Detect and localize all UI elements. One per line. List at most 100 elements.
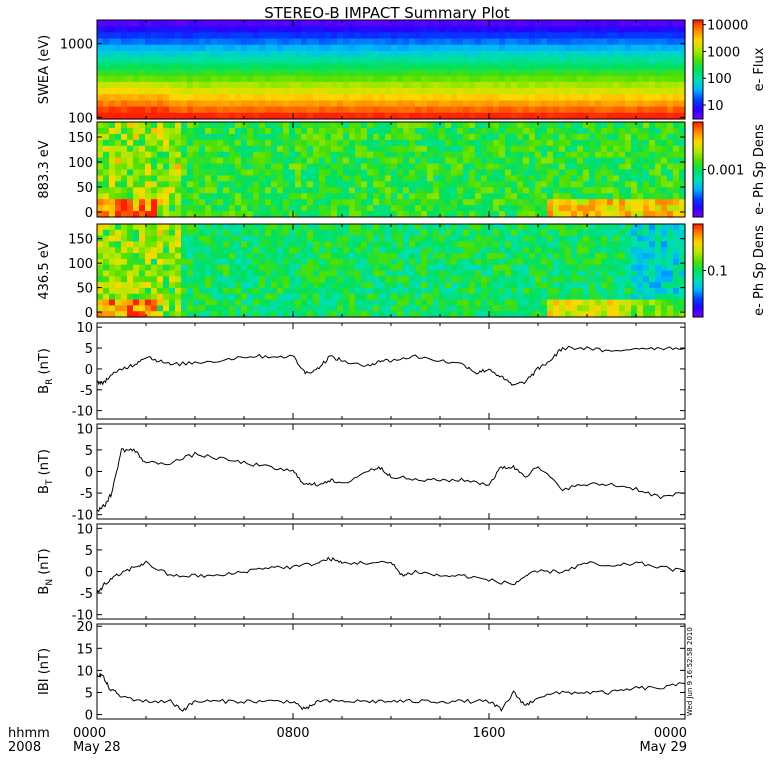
panel-swea-cell	[565, 20, 572, 27]
panel-swea-cell	[595, 81, 602, 89]
panel-pad883-cell	[205, 193, 212, 200]
panel-swea-cell	[373, 57, 380, 64]
panel-swea-cell	[169, 112, 176, 120]
panel-swea-cell	[409, 20, 416, 27]
panel-pad436-cell	[355, 258, 362, 266]
panel-pad436-cell	[97, 264, 104, 272]
panel-swea-cell	[607, 94, 614, 102]
panel-swea-cell	[145, 88, 152, 95]
panel-swea-cell	[349, 106, 356, 114]
panel-pad883-cell	[145, 193, 152, 200]
panel-pad436-cell	[307, 287, 314, 295]
panel-swea-cell	[517, 100, 524, 108]
panel-pad436-cell	[169, 293, 176, 301]
panel-pad883-cell	[343, 181, 350, 188]
panel-pad883-cell	[127, 205, 134, 212]
panel-pad436-cell	[163, 253, 170, 260]
panel-swea-cell	[529, 26, 536, 33]
panel-pad883-cell	[157, 205, 164, 212]
panel-pad436-cell	[451, 299, 458, 306]
panel-pad436-cell	[589, 247, 596, 254]
panel-swea-cell	[499, 38, 506, 46]
panel-pad883-cell	[313, 145, 320, 153]
panel-pad883-cell	[613, 169, 620, 177]
panel-pad883-cell	[661, 187, 668, 194]
panel-swea-cell	[301, 69, 308, 77]
panel-swea-cell	[655, 50, 662, 58]
panel-swea-cell	[637, 106, 644, 114]
panel-swea-cell	[391, 26, 398, 33]
panel-swea-cell	[535, 38, 542, 46]
panel-pad883-cell	[601, 175, 608, 182]
panel-pad436-cell	[211, 276, 218, 283]
panel-pad436-cell	[103, 276, 110, 283]
panel-pad883-cell	[523, 175, 530, 182]
panel-pad883-cell	[283, 211, 290, 218]
panel-swea-cell	[511, 69, 518, 77]
panel-pad436-cell	[619, 311, 626, 318]
panel-pad883-cell	[529, 151, 536, 159]
panel-pad883-cell	[241, 157, 248, 165]
panel-pad883-cell	[229, 175, 236, 182]
panel-pad436-cell	[439, 282, 446, 289]
panel-pad436-cell	[265, 276, 272, 283]
panel-swea-cell	[673, 32, 680, 40]
panel-swea-cell	[463, 20, 470, 27]
panel-swea-cell	[139, 50, 146, 58]
panel-pad436-cell	[253, 287, 260, 295]
panel-swea-cell	[583, 94, 590, 102]
panel-pad883-cell	[649, 133, 656, 141]
panel-pad436-cell	[457, 299, 464, 306]
panel-pad883-cell	[529, 187, 536, 194]
panel-pad436-cell	[205, 293, 212, 301]
panel-pad883-cell	[571, 133, 578, 141]
panel-pad883-cell	[571, 205, 578, 212]
panel-pad436-cell	[277, 258, 284, 266]
panel-pad436-cell	[637, 305, 644, 312]
panel-pad436-cell	[343, 241, 350, 248]
panel-swea-cell	[301, 20, 308, 27]
panel-pad436-cell	[559, 253, 566, 260]
panel-pad883-cell	[265, 187, 272, 194]
panel-pad436-cell	[145, 264, 152, 272]
panel-pad436-cell	[433, 270, 440, 277]
panel-swea-cell	[295, 75, 302, 83]
panel-pad883-cell	[247, 187, 254, 194]
panel-pad436-cell	[487, 224, 494, 231]
panel-pad436-cell	[187, 282, 194, 289]
panel-swea-cell	[679, 32, 686, 40]
panel-pad436-cell	[319, 282, 326, 289]
panel-swea-cell	[511, 26, 518, 33]
panel-pad436-cell	[631, 247, 638, 254]
panel-pad883-cell	[541, 211, 548, 218]
panel-pad883-cell	[595, 187, 602, 194]
panel-pad436-cell	[289, 229, 296, 237]
panel-pad883-cell	[145, 175, 152, 182]
panel-pad883-cell	[529, 181, 536, 188]
panel-pad883-cell	[649, 175, 656, 182]
panel-pad436-cell	[523, 287, 530, 295]
panel-pad436-cell	[601, 224, 608, 231]
panel-pad436-cell	[517, 264, 524, 272]
panel-pad436-cell	[223, 305, 230, 312]
panel-swea-cell	[481, 57, 488, 64]
panel-pad883-cell	[109, 175, 116, 182]
panel-swea-cell	[409, 88, 416, 95]
panel-swea-cell	[325, 20, 332, 27]
panel-pad883-cell	[97, 169, 104, 177]
panel-pad883-cell	[115, 127, 122, 135]
panel-pad436-cell	[373, 264, 380, 272]
panel-pad883-cell	[655, 157, 662, 165]
panel-swea-cell	[433, 94, 440, 102]
panel-swea-cell	[397, 38, 404, 46]
panel-pad883-cell	[451, 127, 458, 135]
panel-swea-cell	[121, 20, 128, 27]
panel-pad883-cell	[667, 151, 674, 159]
panel-swea-cell	[217, 100, 224, 108]
panel-pad436-cell	[307, 311, 314, 318]
panel-pad883-cell	[313, 187, 320, 194]
panel-pad436-cell	[211, 293, 218, 301]
panel-pad436-cell	[301, 299, 308, 306]
panel-pad436-cell	[343, 247, 350, 254]
panel-pad436-cell	[115, 241, 122, 248]
